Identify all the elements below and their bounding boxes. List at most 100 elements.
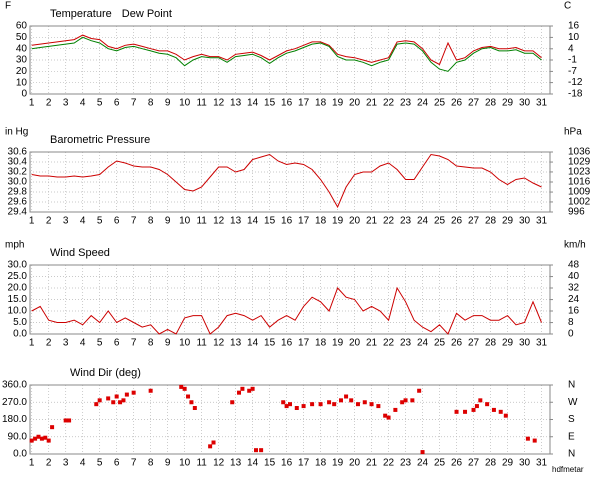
y-tick-label: 29.8 (8, 187, 28, 198)
data-point (281, 400, 286, 405)
x-tick-label: 17 (298, 216, 310, 227)
data-point (189, 400, 194, 405)
data-point (33, 436, 38, 441)
data-point (288, 402, 292, 407)
data-point (454, 409, 459, 414)
x-tick-label: 12 (213, 98, 225, 109)
annotation: hdfmetar (552, 465, 584, 474)
data-point (43, 435, 48, 440)
data-point (349, 398, 354, 403)
data-point (131, 390, 136, 395)
data-point (344, 394, 349, 399)
x-tick-label: 23 (400, 216, 412, 227)
y-tick-label: 30.0 (8, 177, 28, 188)
x-tick-label: 20 (349, 338, 361, 349)
data-point (420, 450, 425, 455)
x-tick-label: 21 (366, 458, 378, 469)
plot-frame (29, 151, 551, 213)
y2-tick-label: 1002 (568, 197, 591, 208)
chart-title: Barometric Pressure (50, 134, 150, 146)
x-tick-label: 10 (179, 216, 191, 227)
x-tick-label: 1 (29, 458, 35, 469)
data-line (31, 34, 542, 66)
data-point (121, 398, 126, 403)
data-point (498, 409, 503, 414)
x-tick-label: 3 (63, 458, 69, 469)
x-tick-label: 21 (366, 338, 378, 349)
y2-tick-label: N (568, 449, 575, 460)
x-tick-label: 5 (97, 216, 103, 227)
x-tick-label: 14 (247, 216, 259, 227)
x-tick-label: 25 (434, 216, 446, 227)
y2-tick-label: -18 (568, 89, 583, 100)
x-tick-label: 21 (366, 216, 378, 227)
x-tick-label: 9 (165, 458, 171, 469)
x-tick-label: 1 (29, 98, 35, 109)
x-tick-label: 30 (519, 458, 531, 469)
y2-tick-label: -7 (568, 66, 577, 77)
x-tick-label: 15 (264, 458, 276, 469)
x-tick-label: 22 (383, 216, 395, 227)
y2-tick-label: 996 (568, 207, 585, 218)
x-tick-label: 17 (298, 458, 310, 469)
data-point (383, 413, 388, 418)
x-tick-label: 21 (366, 98, 378, 109)
y-tick-label: 270.0 (2, 397, 27, 408)
y-tick-label: 29.4 (8, 207, 28, 218)
data-point (362, 400, 367, 405)
x-tick-label: 14 (247, 458, 259, 469)
x-tick-label: 27 (468, 98, 480, 109)
y-tick-label: 0.0 (13, 449, 27, 460)
x-tick-label: 28 (485, 458, 497, 469)
x-tick-label: 12 (213, 216, 225, 227)
x-tick-label: 25 (434, 458, 446, 469)
x-tick-label: 30 (519, 98, 531, 109)
y-tick-label: 20.0 (8, 283, 28, 294)
y2-tick-label: -12 (568, 77, 583, 88)
y2-tick-label: 32 (568, 283, 580, 294)
data-point (332, 402, 337, 407)
x-tick-label: 7 (131, 458, 137, 469)
y-tick-label: 10 (16, 77, 28, 88)
x-tick-label: 29 (502, 98, 514, 109)
data-point (124, 392, 129, 397)
x-tick-label: 4 (80, 216, 86, 227)
x-tick-label: 5 (97, 338, 103, 349)
y2-axis-label: hPa (564, 127, 582, 138)
y2-tick-label: 1009 (568, 187, 591, 198)
x-tick-label: 10 (179, 98, 191, 109)
data-line (31, 36, 542, 72)
x-tick-label: 24 (417, 338, 429, 349)
x-tick-label: 27 (468, 216, 480, 227)
plot-frame (29, 25, 551, 95)
x-tick-label: 7 (131, 338, 137, 349)
x-tick-label: 11 (196, 338, 207, 349)
x-tick-label: 12 (213, 458, 225, 469)
y2-tick-label: 0 (568, 329, 574, 340)
y2-axis-label: C (564, 1, 571, 12)
y2-tick-label: E (568, 431, 575, 442)
data-point (294, 406, 299, 410)
data-point (39, 436, 44, 441)
x-tick-label: 2 (46, 216, 52, 227)
x-tick-label: 4 (80, 458, 86, 469)
x-tick-label: 4 (80, 338, 86, 349)
y-tick-label: 0 (21, 89, 27, 100)
data-point (240, 386, 245, 391)
data-point (36, 434, 41, 439)
y-tick-label: 30.0 (8, 260, 28, 271)
x-tick-label: 3 (63, 216, 69, 227)
y2-tick-label: W (568, 397, 578, 408)
x-tick-label: 17 (298, 338, 310, 349)
data-point (211, 440, 216, 445)
x-tick-label: 23 (400, 98, 412, 109)
x-tick-label: 15 (264, 338, 276, 349)
data-point (97, 398, 102, 403)
data-point (192, 406, 197, 410)
x-tick-label: 11 (196, 216, 207, 227)
x-tick-label: 20 (349, 216, 361, 227)
data-point (400, 400, 405, 405)
y-axis-label: in Hg (5, 127, 28, 138)
y2-tick-label: 16 (568, 306, 580, 317)
x-tick-label: 7 (131, 98, 137, 109)
